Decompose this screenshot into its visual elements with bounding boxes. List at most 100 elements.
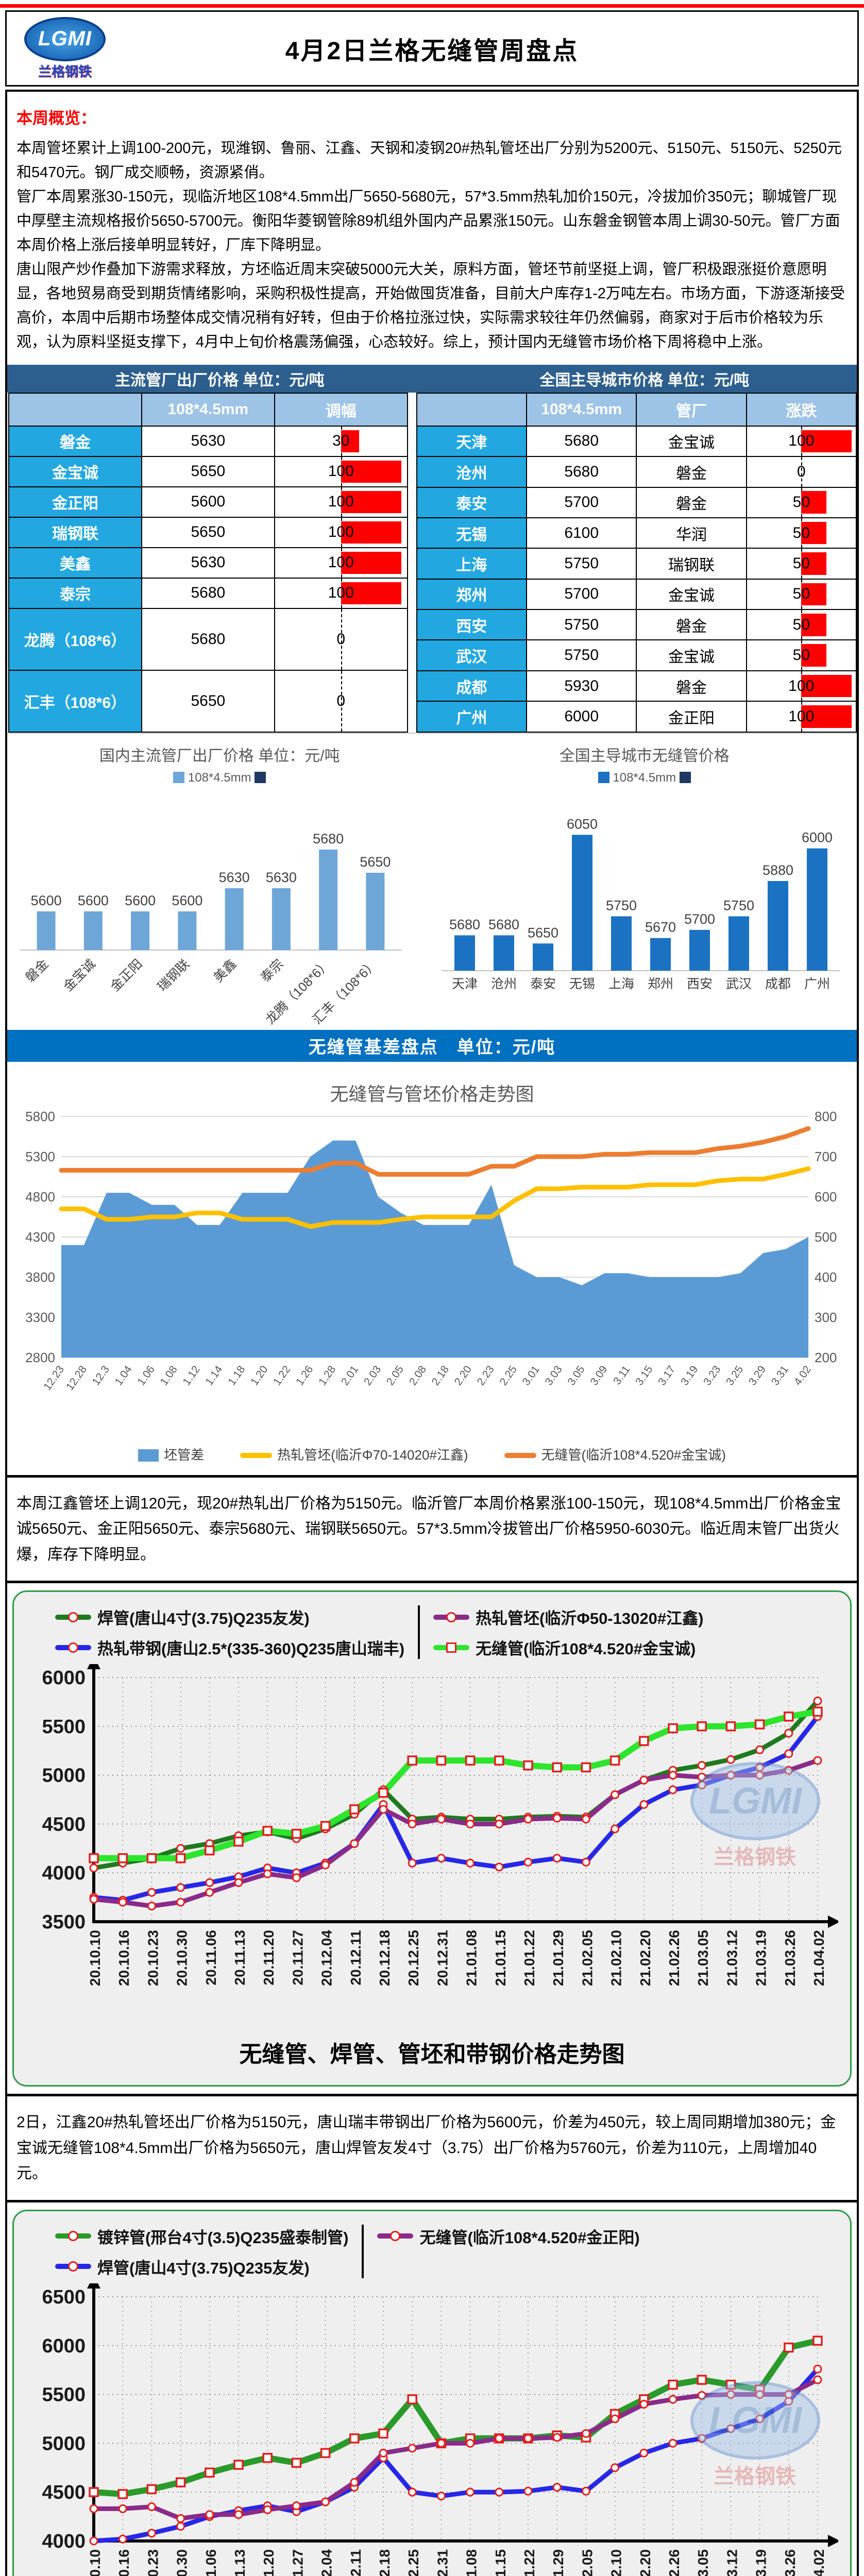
table-row: 汇丰（108*6） 5650 0 xyxy=(8,669,408,733)
factory-table-header: 108*4.5mm 调幅 xyxy=(8,392,408,427)
cell-change: 100 xyxy=(274,547,408,579)
svg-text:20.12.31: 20.12.31 xyxy=(434,2549,450,2576)
cell-city: 武汉 xyxy=(416,639,528,671)
cell-city: 成都 xyxy=(416,670,528,702)
city-bar-chart-legend: 108*4.5mm xyxy=(432,771,857,785)
cell-mill: 磐金 xyxy=(636,609,747,641)
column-header: 管厂 xyxy=(636,392,747,427)
svg-text:20.11.13: 20.11.13 xyxy=(232,1930,248,1985)
svg-text:1.28: 1.28 xyxy=(316,1363,338,1387)
lgmi-logo-oval: LGMI xyxy=(24,16,106,61)
cell-city: 西安 xyxy=(416,609,528,641)
svg-text:2.05: 2.05 xyxy=(384,1363,406,1387)
svg-text:21.01.15: 21.01.15 xyxy=(493,2549,509,2576)
svg-text:20.10.23: 20.10.23 xyxy=(145,1930,161,1986)
city-bar-chart-title: 全国主导城市无缝管价格 xyxy=(559,747,730,765)
svg-text:5750: 5750 xyxy=(605,897,636,913)
table-row: 武汉 5750 金宝诚 50 xyxy=(416,639,857,671)
lgmi-logo: LGMI 兰格钢铁 xyxy=(16,16,114,80)
svg-text:5650: 5650 xyxy=(360,854,391,870)
basis-chart-title: 无缝管与管坯价格走势图 xyxy=(330,1083,534,1105)
basis-chart-legend: 坯管差 热轧管坯(临沂Φ70-14020#江鑫) 无缝管(临沂108*4.520… xyxy=(12,1442,852,1471)
cell-change: 50 xyxy=(746,548,857,580)
legend-item: 热轧带钢(唐山2.5*(335-360)Q235唐山瑞丰) xyxy=(55,1636,404,1659)
cell-change: 100 xyxy=(274,455,408,487)
lgmi-logo-text: LGMI xyxy=(38,27,92,50)
svg-text:20.11.27: 20.11.27 xyxy=(290,2549,306,2576)
svg-text:金宝诚: 金宝诚 xyxy=(61,957,98,994)
basis-chart-plot: 2800 200 3300 300 3800 400 4300 500 4800 600 5300 7… xyxy=(12,1109,852,1442)
svg-text:20.11.20: 20.11.20 xyxy=(261,1930,277,1985)
cell-city: 广州 xyxy=(416,701,528,733)
svg-text:4000: 4000 xyxy=(42,1862,86,1884)
svg-text:21.02.26: 21.02.26 xyxy=(666,1930,682,1986)
cell-change: 0 xyxy=(274,607,408,671)
svg-text:21.01.08: 21.01.08 xyxy=(464,2549,480,2576)
svg-text:3.29: 3.29 xyxy=(747,1363,768,1387)
cell-price: 5680 xyxy=(526,425,637,457)
svg-text:21.03.19: 21.03.19 xyxy=(753,2549,769,2576)
cell-city: 郑州 xyxy=(416,578,528,611)
svg-text:5670: 5670 xyxy=(645,919,675,935)
table-row: 无锡 6100 华润 50 xyxy=(416,517,857,549)
overview-paragraph: 本周管坯累计上调100-200元，现潍钢、鲁丽、江鑫、天钢和凌钢20#热轧管坯出… xyxy=(16,140,842,181)
cell-factory: 金正阳 xyxy=(8,486,142,518)
table-row: 金正阳 5600 100 xyxy=(8,486,408,518)
legend-item: 无缝管(临沂108*4.520#金正阳) xyxy=(377,2225,640,2248)
table-row: 美鑫 5630 100 xyxy=(8,547,408,579)
cell-price: 5680 xyxy=(141,607,275,671)
svg-text:3.11: 3.11 xyxy=(611,1363,632,1386)
legend-swatch-dark xyxy=(255,771,266,783)
column-header xyxy=(8,392,142,427)
svg-text:20.12.18: 20.12.18 xyxy=(377,1930,393,1986)
svg-text:3.09: 3.09 xyxy=(588,1363,609,1387)
trend-chart-1-title: 无缝管、焊管、管坯和带钢价格走势图 xyxy=(239,2042,625,2067)
legend-swatch-dark xyxy=(679,771,691,783)
svg-text:5600: 5600 xyxy=(31,893,62,908)
svg-text:21.01.22: 21.01.22 xyxy=(521,1930,537,1986)
svg-text:21.01.22: 21.01.22 xyxy=(521,2549,537,2576)
svg-text:2.23: 2.23 xyxy=(475,1363,497,1387)
cell-factory: 美鑫 xyxy=(8,547,142,579)
svg-text:21.02.10: 21.02.10 xyxy=(608,1930,624,1986)
svg-text:20.11.06: 20.11.06 xyxy=(203,1930,219,1985)
spread-note: 2日，江鑫20#热轧管坯出厂价格为5150元，唐山瑞丰带钢出厂价格为5600元，… xyxy=(7,2094,857,2202)
weekly-overview: 本周概览： 本周管坯累计上调100-200元，现潍钢、鲁丽、江鑫、天钢和凌钢20… xyxy=(7,92,857,365)
factory-table-body: 磐金 5630 30 金宝诚 5650 100 金正阳 5600 100 瑞钢联 5650 100 美鑫… xyxy=(8,425,408,733)
cell-price: 5680 xyxy=(141,577,275,609)
table-row: 泰安 5700 磐金 50 xyxy=(416,486,857,518)
svg-text:5630: 5630 xyxy=(266,870,297,885)
report-page: LGMI 兰格钢铁 4月2日兰格无缝管周盘点 本周概览： 本周管坯累计上调100… xyxy=(0,4,864,2576)
svg-text:21.03.05: 21.03.05 xyxy=(695,2549,711,2576)
table-row: 广州 6000 金正阳 100 xyxy=(416,701,857,733)
svg-text:无锡: 无锡 xyxy=(569,977,595,991)
svg-text:1.20: 1.20 xyxy=(248,1363,270,1387)
svg-text:3.15: 3.15 xyxy=(633,1363,655,1387)
svg-text:4500: 4500 xyxy=(42,1814,86,1836)
page-title: 4月2日兰格无缝管周盘点 xyxy=(285,38,579,65)
svg-text:5630: 5630 xyxy=(219,870,250,885)
svg-text:21.02.20: 21.02.20 xyxy=(637,2549,653,2576)
cell-factory: 金宝诚 xyxy=(8,455,142,487)
svg-text:1.12: 1.12 xyxy=(180,1363,202,1387)
svg-text:21.03.12: 21.03.12 xyxy=(724,1930,740,1986)
svg-text:2.25: 2.25 xyxy=(498,1363,519,1387)
legend-item: 焊管(唐山4寸(3.75)Q235友发) xyxy=(55,1605,404,1629)
svg-text:300: 300 xyxy=(815,1310,837,1325)
svg-text:5500: 5500 xyxy=(42,1716,86,1738)
svg-text:磐金: 磐金 xyxy=(23,957,51,985)
table-row: 天津 5680 金宝诚 100 xyxy=(416,425,857,457)
legend-swatch-blue xyxy=(598,771,609,783)
factory-bar-chart-title: 国内主流管厂出厂价格 单位：元/吨 xyxy=(99,747,340,765)
cell-mill: 华润 xyxy=(636,517,747,549)
basis-section-banner: 无缝管基差盘点 单位：元/吨 xyxy=(7,1029,857,1062)
cell-price: 5700 xyxy=(526,486,637,518)
svg-text:2.08: 2.08 xyxy=(407,1363,429,1387)
svg-text:3500: 3500 xyxy=(42,1911,86,1933)
svg-text:20.11.06: 20.11.06 xyxy=(203,2549,219,2576)
svg-text:金正阳: 金正阳 xyxy=(108,957,145,994)
svg-text:700: 700 xyxy=(815,1149,837,1164)
cell-change: 100 xyxy=(746,425,857,457)
svg-text:21.02.05: 21.02.05 xyxy=(579,1930,595,1986)
city-bar-chart: 全国主导城市无缝管价格 108*4.5mm 5680 天津 5680 沧州 5650 泰安… xyxy=(432,734,857,1030)
